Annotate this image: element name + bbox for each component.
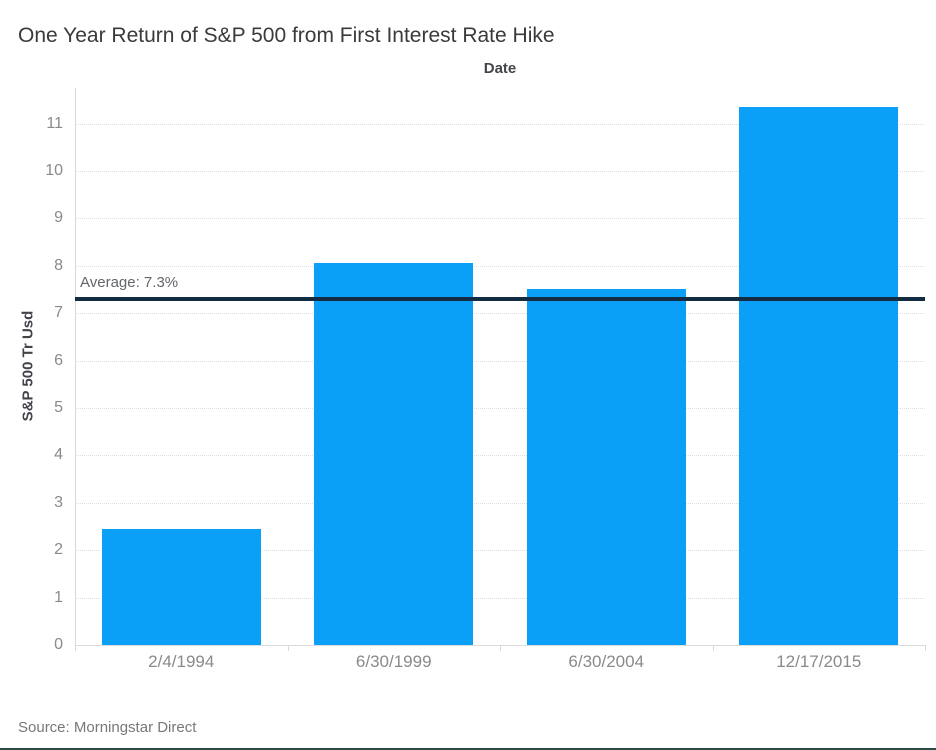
y-tick-label-11: 11 (46, 114, 63, 132)
gridline-y-6 (75, 360, 925, 362)
y-tick-label-7: 7 (54, 304, 63, 322)
plot-area (75, 88, 925, 646)
gridline-y-11 (75, 123, 925, 125)
y-tick-label-4: 4 (54, 446, 63, 464)
bar-6-30-2004[interactable] (526, 289, 686, 645)
y-tick-label-8: 8 (54, 256, 63, 274)
bottom-border (0, 748, 936, 750)
gridline-y-10 (75, 171, 925, 172)
y-axis-line (75, 88, 76, 645)
x-tick-label-12-17-2015: 12/17/2015 (776, 652, 862, 671)
x-tick-label-6-30-2004: 6/30/2004 (568, 652, 645, 671)
gridline-y-4 (75, 455, 925, 457)
gridline-y-9 (75, 218, 925, 220)
x-tick-mark-2 (500, 645, 501, 651)
gridline-y-8 (75, 265, 925, 267)
x-axis-title: Date (483, 60, 517, 77)
gridline-y-2 (75, 550, 925, 552)
y-tick-label-1: 1 (54, 588, 63, 606)
source-note: Source: Morningstar Direct (18, 719, 197, 736)
gridline-y-5 (75, 408, 925, 409)
x-tick-mark-1 (287, 645, 289, 651)
x-tick-mark-0 (75, 645, 76, 651)
x-tick-label-6-30-1999: 6/30/1999 (355, 652, 432, 671)
bar-6-30-1999[interactable] (314, 263, 474, 645)
y-tick-label-0: 0 (54, 636, 63, 653)
x-tick-label-2-4-1994: 2/4/1994 (148, 652, 215, 671)
y-tick-label-10: 10 (45, 162, 63, 179)
y-tick-label-5: 5 (54, 399, 63, 416)
chart-title: One Year Return of S&P 500 from First In… (18, 24, 555, 47)
y-tick-label-2: 2 (54, 541, 63, 559)
x-tick-mark-3 (712, 645, 714, 651)
gridline-y-1 (75, 597, 925, 599)
x-tick-mark-4 (925, 645, 926, 651)
bar-2-4-1994[interactable] (101, 529, 261, 645)
gridline-y-7 (75, 313, 925, 315)
y-tick-label-6: 6 (54, 351, 63, 369)
gridline-y-3 (75, 502, 925, 504)
average-reference-label: Average: 7.3% (80, 273, 179, 291)
bar-12-17-2015[interactable] (739, 107, 899, 645)
y-tick-label-3: 3 (54, 493, 63, 511)
y-tick-label-9: 9 (54, 209, 63, 227)
average-reference-line (75, 296, 925, 301)
